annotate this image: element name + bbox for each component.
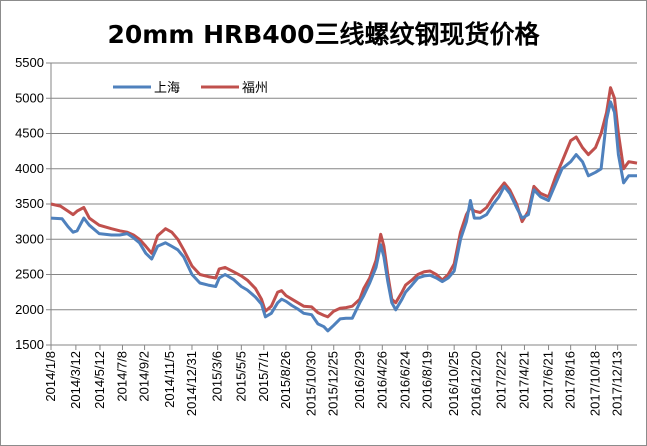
x-tick-label: 2016/2/29	[352, 351, 367, 409]
x-tick-label: 2015/7/1	[256, 351, 271, 402]
gridlines	[51, 62, 637, 311]
y-tick-label: 1500	[15, 337, 44, 352]
y-tick-label: 5000	[15, 90, 44, 105]
x-tick-label: 2016/6/24	[398, 351, 413, 409]
x-axis-ticks: 2014/1/8 2014/3/12 2014/5/12 2014/7/8 2014/9…	[43, 345, 625, 416]
x-tick-label: 2015/5/5	[233, 351, 248, 402]
y-tick-label: 2500	[15, 267, 44, 282]
x-tick-label: 2016/4/26	[374, 351, 389, 409]
x-tick-label: 2017/8/16	[563, 351, 578, 409]
x-tick-label: 2017/12/13	[610, 351, 625, 416]
chart-title: 20mm HRB400三线螺纹钢现货价格	[107, 20, 540, 49]
y-tick-label: 2000	[15, 302, 44, 317]
x-tick-label: 2017/4/21	[516, 351, 531, 409]
y-tick-label: 5500	[15, 55, 44, 70]
legend: 上海 福州	[113, 81, 268, 96]
x-tick-label: 2016/8/19	[420, 351, 435, 409]
x-tick-label: 2017/6/21	[541, 351, 556, 409]
series-lines	[50, 86, 638, 333]
series-line-0	[50, 100, 637, 333]
x-tick-label: 2014/12/31	[184, 351, 199, 416]
series-line-1	[50, 86, 638, 319]
y-tick-label: 4500	[15, 126, 44, 141]
x-tick-label: 2014/3/12	[68, 351, 83, 409]
y-tick-label: 3000	[15, 231, 44, 246]
x-tick-label: 2015/8/26	[278, 351, 293, 409]
y-tick-label: 4000	[15, 161, 44, 176]
x-tick-label: 2015/12/25	[326, 351, 341, 416]
y-tick-label: 3500	[15, 196, 44, 211]
x-tick-label: 2016/12/20	[468, 351, 483, 416]
legend-label-1: 福州	[242, 81, 268, 96]
x-tick-label: 2015/3/6	[210, 351, 225, 402]
x-tick-label: 2015/10/30	[304, 351, 319, 416]
x-tick-label: 2017/10/18	[588, 351, 603, 416]
x-tick-label: 2017/2/22	[494, 351, 509, 409]
x-tick-label: 2014/9/2	[137, 351, 152, 402]
x-tick-label: 2014/11/5	[162, 351, 177, 408]
x-tick-label: 2016/10/25	[446, 351, 461, 416]
x-tick-label: 2014/7/8	[114, 351, 129, 402]
y-axis-ticks: 1500 2000 2500 3000 3500 4000 4500 5000 5500	[15, 55, 51, 352]
legend-label-0: 上海	[154, 81, 180, 96]
x-tick-label: 2014/5/12	[92, 351, 107, 409]
x-tick-label: 2014/1/8	[43, 351, 58, 402]
